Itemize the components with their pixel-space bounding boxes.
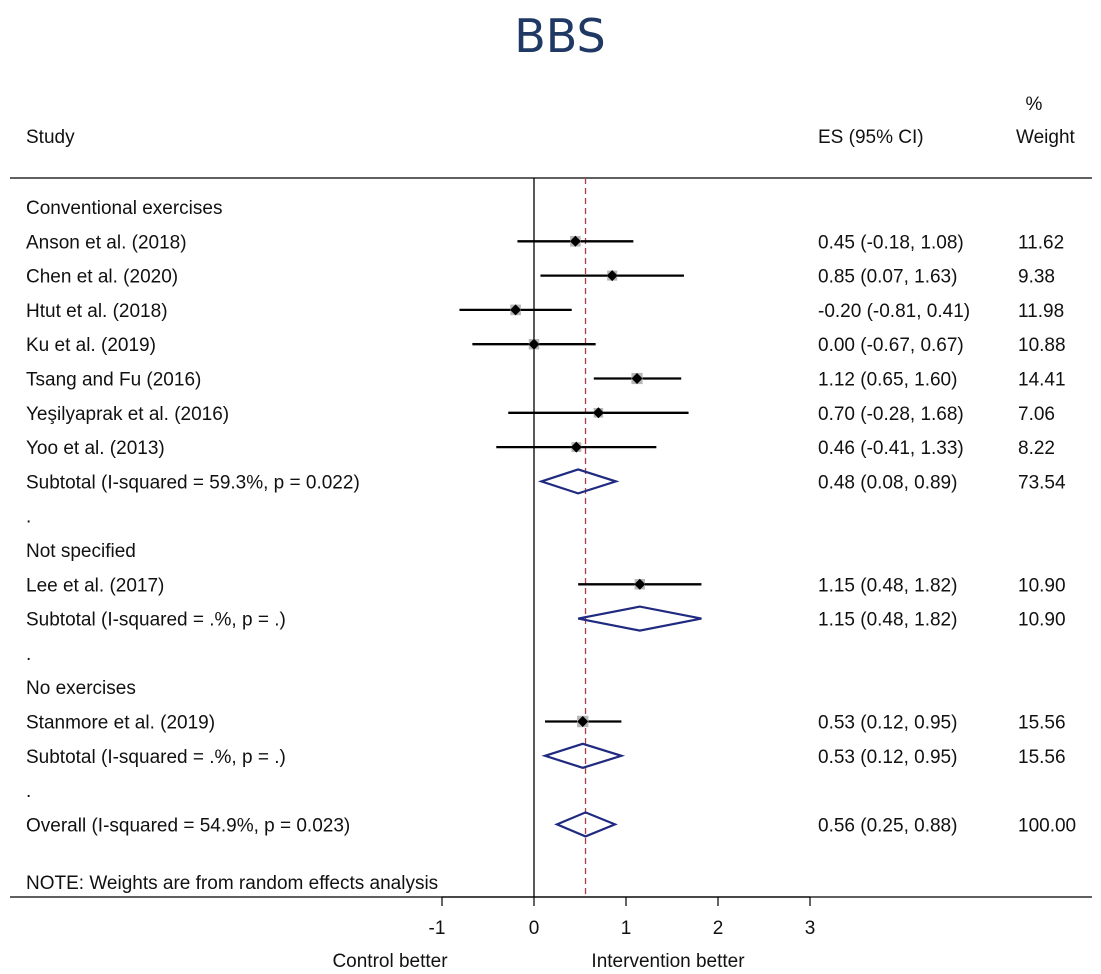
es-value: -0.20 (-0.81, 0.41) [818,301,970,322]
weights-note: NOTE: Weights are from random effects an… [26,873,438,894]
study-label: Chen et al. (2020) [26,267,178,288]
point-estimate [592,407,604,419]
point-estimate [631,373,643,384]
es-value: 0.85 (0.07, 1.63) [818,267,957,288]
overall-label: Overall (I-squared = 54.9%, p = 0.023) [26,815,350,836]
subtotal-label: Subtotal (I-squared = .%, p = .) [26,610,286,631]
study-label: Yeşilyaprak et al. (2016) [26,404,229,425]
es-value: 1.15 (0.48, 1.82) [818,575,957,596]
overall-diamond [554,811,618,838]
study-label: Htut et al. (2018) [26,301,168,322]
es-header: ES (95% CI) [818,127,924,148]
study-label: Stanmore et al. (2019) [26,713,215,734]
point-estimate [510,304,522,316]
es-value: 1.15 (0.48, 1.82) [818,610,957,631]
xlabel-intervention-better: Intervention better [591,951,745,972]
weight-value: 15.56 [1018,747,1066,768]
x-tick-label: 1 [621,918,632,939]
subtotal-label: Subtotal (I-squared = .%, p = .) [26,747,286,768]
group-label: Not specified [26,541,136,562]
x-tick-label: 2 [713,918,724,939]
subtotal-label: Subtotal (I-squared = 59.3%, p = 0.022) [26,472,360,493]
weight-value: 8.22 [1018,438,1055,459]
weight-value: 10.88 [1018,335,1066,356]
xlabel-control-better: Control better [332,951,448,972]
weight-value: 100.00 [1018,815,1076,836]
subtotal-diamond [577,605,702,632]
es-value: 0.00 (-0.67, 0.67) [818,335,964,356]
subtotal-diamond [541,742,626,769]
point-estimate [570,441,582,453]
study-label: Ku et al. (2019) [26,335,156,356]
weight-value: 10.90 [1018,575,1066,596]
weight-value: 14.41 [1018,370,1066,391]
weight-value: 15.56 [1018,713,1066,734]
group-label: Conventional exercises [26,198,222,219]
point-estimate [606,270,618,282]
dot-label: . [26,507,31,528]
es-value: 0.56 (0.25, 0.88) [818,815,957,836]
point-estimate [577,716,589,727]
dot-label: . [26,644,31,665]
group-label: No exercises [26,678,136,699]
weight-header: Weight [1016,127,1076,148]
chart-title: BBS [514,9,606,63]
x-tick-label: 3 [805,918,816,939]
es-value: 0.48 (0.08, 0.89) [818,472,957,493]
point-estimate [634,578,646,590]
es-value: 1.12 (0.65, 1.60) [818,370,957,391]
dot-label: . [26,781,31,802]
point-estimate [569,235,581,247]
weight-value: 11.62 [1018,232,1064,253]
point-estimate [528,338,540,350]
study-label: Anson et al. (2018) [26,232,187,253]
weight-value: 73.54 [1018,472,1066,493]
study-label: Yoo et al. (2013) [26,438,165,459]
x-tick-label: 0 [529,918,540,939]
weight-header-percent: % [1026,94,1043,115]
es-value: 0.53 (0.12, 0.95) [818,747,957,768]
x-tick-label: -1 [429,918,446,939]
weight-value: 9.38 [1018,267,1055,288]
subtotal-diamond [537,468,620,495]
study-header: Study [26,127,75,148]
study-label: Tsang and Fu (2016) [26,370,201,391]
es-value: 0.53 (0.12, 0.95) [818,713,957,734]
weight-value: 7.06 [1018,404,1055,425]
weight-value: 11.98 [1018,301,1064,322]
weight-value: 10.90 [1018,610,1066,631]
es-value: 0.46 (-0.41, 1.33) [818,438,964,459]
study-label: Lee et al. (2017) [26,575,164,596]
es-value: 0.45 (-0.18, 1.08) [818,232,964,253]
es-value: 0.70 (-0.28, 1.68) [818,404,964,425]
